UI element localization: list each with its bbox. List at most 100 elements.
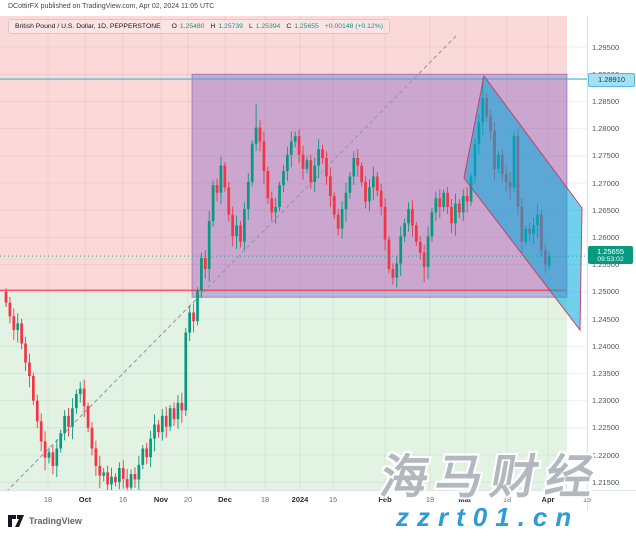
trendline-dashed[interactable]	[6, 35, 457, 492]
descending-channel[interactable]	[463, 74, 583, 332]
candle	[110, 476, 113, 485]
open-value: 1.25480	[179, 23, 205, 30]
candle	[411, 209, 414, 226]
candle	[313, 165, 317, 182]
close-label: C	[286, 23, 292, 30]
high-value: 1.25739	[218, 23, 243, 30]
change-value: +0.00148 (+0.12%)	[324, 23, 384, 30]
candle	[372, 176, 375, 188]
candle	[426, 236, 430, 267]
low-label: L	[248, 23, 253, 30]
candle	[356, 157, 360, 166]
candle	[51, 452, 55, 466]
candle	[250, 143, 254, 182]
candle	[360, 165, 363, 182]
candle	[168, 408, 172, 427]
last-price-value: 1.25655	[596, 247, 625, 256]
candle	[465, 196, 469, 202]
gridlines	[0, 16, 588, 490]
candle	[24, 343, 27, 363]
candle	[223, 165, 227, 188]
candle	[12, 316, 16, 330]
candle	[317, 149, 320, 166]
candle	[403, 223, 406, 237]
candle	[278, 185, 281, 207]
candle	[117, 468, 121, 483]
candle	[94, 448, 98, 466]
candle	[231, 214, 235, 237]
candle	[67, 415, 70, 427]
candle	[125, 478, 129, 488]
tradingview-logo[interactable]: TradingView	[8, 515, 82, 527]
candle	[239, 225, 242, 242]
demand-zone-green[interactable]	[0, 291, 567, 490]
candle	[321, 149, 324, 158]
symbol-info-bar[interactable]: British Pound / U.S. Dollar, 1D, PEPPERS…	[8, 19, 391, 34]
candle	[254, 127, 258, 144]
candle	[348, 176, 352, 193]
candle	[227, 187, 231, 215]
candle	[243, 209, 246, 242]
high-label: H	[210, 23, 216, 30]
candle	[246, 181, 250, 210]
candle	[418, 241, 422, 253]
candle	[176, 402, 180, 420]
candle	[344, 192, 348, 210]
candle	[59, 433, 63, 449]
candle	[457, 203, 461, 213]
candle	[286, 154, 289, 172]
candle	[289, 141, 293, 155]
candle	[86, 406, 90, 428]
tradingview-logo-icon	[8, 515, 24, 527]
candle	[301, 154, 305, 169]
candle	[407, 209, 410, 224]
candle	[28, 362, 31, 377]
candle	[438, 198, 442, 207]
candle	[336, 214, 340, 229]
candle	[325, 157, 328, 177]
candle	[422, 252, 426, 267]
candle	[391, 268, 395, 278]
watermark-url: zzrt01.cn	[396, 502, 580, 532]
candle	[102, 472, 106, 476]
candle	[55, 448, 59, 466]
candle	[387, 239, 391, 269]
candle	[414, 225, 418, 242]
candle	[141, 448, 145, 465]
candle	[4, 291, 8, 303]
close-value: 1.25655	[294, 23, 319, 30]
candle	[82, 388, 86, 407]
candle	[184, 332, 188, 411]
candle	[207, 221, 211, 269]
candle	[16, 323, 20, 330]
candle	[282, 171, 285, 186]
candle	[35, 400, 39, 422]
candle	[149, 438, 152, 458]
candle	[160, 415, 164, 433]
candle	[172, 408, 176, 420]
candle	[332, 196, 336, 215]
open-label: O	[171, 23, 177, 30]
candle	[352, 157, 356, 177]
candle	[305, 160, 309, 169]
symbol-title: British Pound / U.S. Dollar, 1D, PEPPERS…	[15, 23, 161, 30]
candle	[450, 206, 453, 224]
ellipse-marker[interactable]	[501, 479, 513, 496]
candle	[235, 225, 238, 237]
candle	[180, 402, 184, 411]
candle	[368, 187, 371, 202]
watermark-brand: 海马财经	[376, 450, 606, 503]
publisher-note: DCottirFX published on TradingView.com, …	[8, 3, 215, 10]
candle	[47, 452, 51, 458]
candle	[71, 408, 74, 427]
candle	[203, 258, 207, 269]
candle	[430, 212, 434, 237]
candle	[106, 472, 109, 485]
candle	[8, 302, 12, 317]
candle	[121, 468, 125, 479]
candle	[188, 312, 192, 333]
candle	[215, 185, 219, 193]
tradingview-logo-text: TradingView	[29, 516, 82, 526]
candle	[258, 127, 262, 142]
